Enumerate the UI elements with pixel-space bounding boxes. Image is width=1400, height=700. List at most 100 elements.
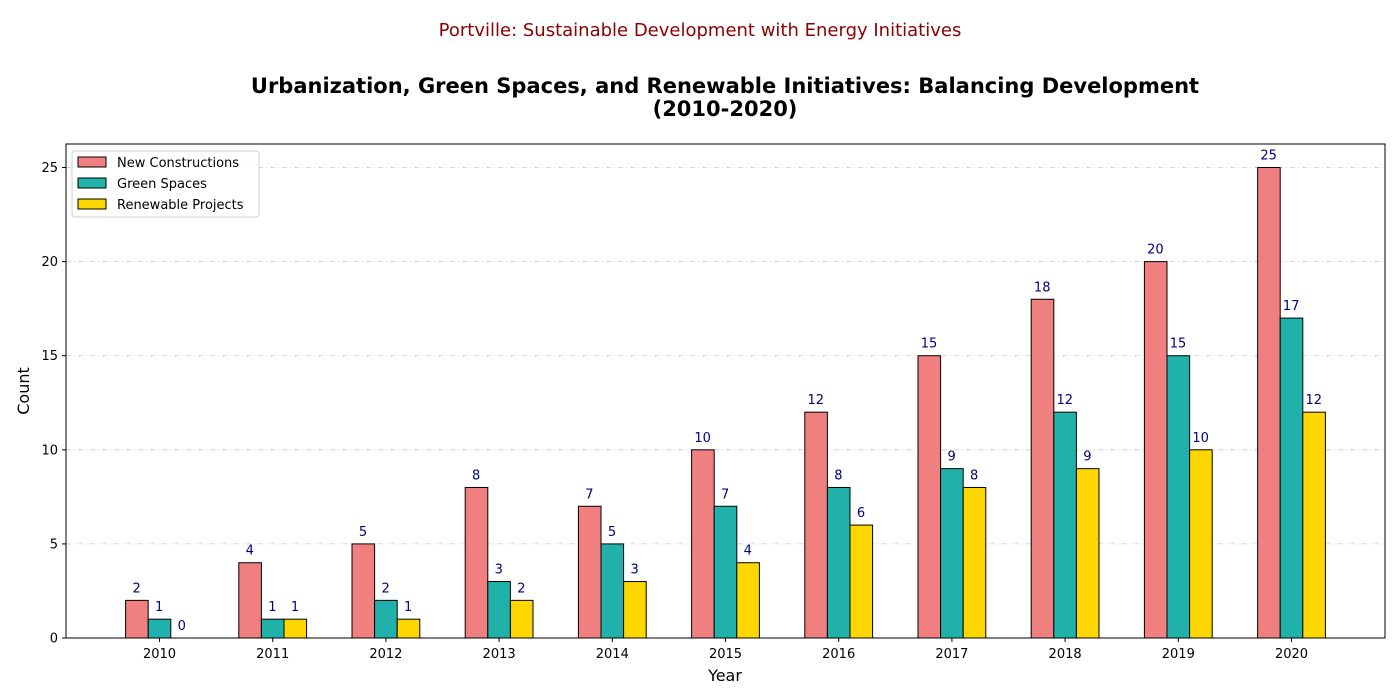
x-axis-label: Year: [707, 666, 742, 685]
bar-value-label: 7: [721, 487, 729, 502]
bar: [1030, 298, 1055, 639]
bar: [736, 562, 760, 639]
bar-value-label: 8: [970, 468, 978, 483]
bar: [487, 581, 511, 639]
x-tick-label: 2011: [256, 647, 289, 662]
bar-value-label: 9: [947, 450, 955, 465]
y-tick-label: 20: [41, 255, 58, 270]
bar-value-label: 12: [1306, 393, 1323, 408]
bar-value-label: 5: [608, 525, 616, 540]
chart-title-line-1: Urbanization, Green Spaces, and Renewabl…: [251, 74, 1199, 98]
bar-value-label: 5: [359, 525, 367, 540]
y-tick-label: 15: [41, 349, 58, 364]
bar: [283, 618, 308, 639]
x-tick-label: 2020: [1275, 647, 1308, 662]
bar: [1075, 468, 1100, 639]
bar: [600, 543, 625, 639]
grid-lines: [66, 167, 1385, 545]
bar: [1053, 411, 1077, 639]
y-tick-label: 5: [50, 537, 58, 552]
x-tick-label: 2010: [143, 647, 176, 662]
bar-value-label: 20: [1147, 243, 1164, 258]
bar: [804, 411, 828, 639]
legend-swatch-green-spaces: [77, 177, 107, 189]
bar: [1302, 411, 1326, 639]
bar-value-label: 3: [630, 563, 638, 578]
bar: [962, 486, 987, 639]
y-tick-label: 0: [50, 632, 58, 647]
bar: [623, 581, 647, 639]
bar-value-label: 10: [694, 431, 711, 446]
y-tick-label: 10: [41, 443, 58, 458]
bar: [917, 355, 942, 639]
bar-value-label: 2: [132, 581, 140, 596]
y-axis-ticks: 0 5 10 15 20 25: [41, 161, 66, 647]
bar-value-label: 4: [744, 544, 752, 559]
bar: [713, 505, 738, 639]
bar-value-label: 18: [1034, 280, 1051, 295]
bar-value-label: 1: [404, 600, 412, 615]
x-tick-label: 2015: [709, 647, 742, 662]
bar: [1166, 355, 1191, 639]
bar-value-label: 2: [381, 581, 389, 596]
legend-swatch-new-constructions: [77, 156, 107, 168]
bar: [940, 468, 964, 639]
bar-value-label: 7: [585, 487, 593, 502]
legend-frame: [71, 150, 260, 218]
bar-value-label: 15: [1170, 337, 1187, 352]
bar-value-label: 9: [1083, 450, 1091, 465]
chart-suptitle: Portville: Sustainable Development with …: [439, 20, 962, 41]
x-tick-label: 2016: [822, 647, 855, 662]
chart-title-line-2: (2010-2020): [653, 97, 798, 121]
legend-label-green-spaces: Green Spaces: [117, 177, 207, 192]
bar-value-label: 25: [1260, 149, 1277, 164]
x-tick-label: 2014: [596, 647, 629, 662]
bar-value-label: 17: [1283, 299, 1300, 314]
bar: [1189, 449, 1213, 639]
bars: [125, 167, 1326, 639]
bar: [464, 486, 489, 639]
x-tick-label: 2017: [935, 647, 968, 662]
x-axis-ticks: 2010 2011 2012 2013 2014 2015 2016 2017 2018 2019…: [143, 638, 1308, 662]
bar: [849, 524, 874, 639]
bar-value-label: 1: [291, 600, 299, 615]
bar: [260, 618, 285, 639]
legend: New Constructions Green Spaces Renewable…: [71, 150, 260, 218]
bar-value-label: 10: [1192, 431, 1209, 446]
bar: [509, 599, 534, 639]
bar-value-label: 1: [155, 600, 163, 615]
bar-value-label: 1: [268, 600, 276, 615]
x-tick-label: 2018: [1049, 647, 1082, 662]
bar: [147, 618, 172, 639]
y-axis-label: Count: [14, 367, 33, 415]
bar: [691, 449, 715, 639]
legend-label-renewable-projects: Renewable Projects: [117, 198, 244, 213]
bar: [351, 543, 376, 639]
legend-label-new-constructions: New Constructions: [117, 156, 239, 171]
bar-value-label: 12: [1057, 393, 1074, 408]
bar-value-label: 4: [246, 544, 254, 559]
bar: [577, 505, 602, 639]
bar-value-label: 15: [921, 337, 938, 352]
bar-value-label: 0: [178, 619, 186, 634]
bar: [1143, 261, 1168, 639]
bar: [125, 599, 149, 639]
legend-swatch-renewable-projects: [77, 198, 107, 210]
bar: [1279, 317, 1304, 639]
bar: [396, 618, 421, 639]
x-tick-label: 2019: [1162, 647, 1195, 662]
bar-value-label: 6: [857, 506, 865, 521]
bar-value-label: 8: [834, 468, 842, 483]
y-tick-label: 25: [41, 161, 58, 176]
bar: [1257, 167, 1281, 639]
bar: [374, 599, 398, 639]
bar-value-label: 2: [517, 581, 525, 596]
bar: [826, 486, 851, 639]
x-tick-label: 2012: [369, 647, 402, 662]
bar: [238, 562, 262, 639]
bar-value-label: 12: [808, 393, 825, 408]
bar-value-label: 3: [495, 563, 503, 578]
